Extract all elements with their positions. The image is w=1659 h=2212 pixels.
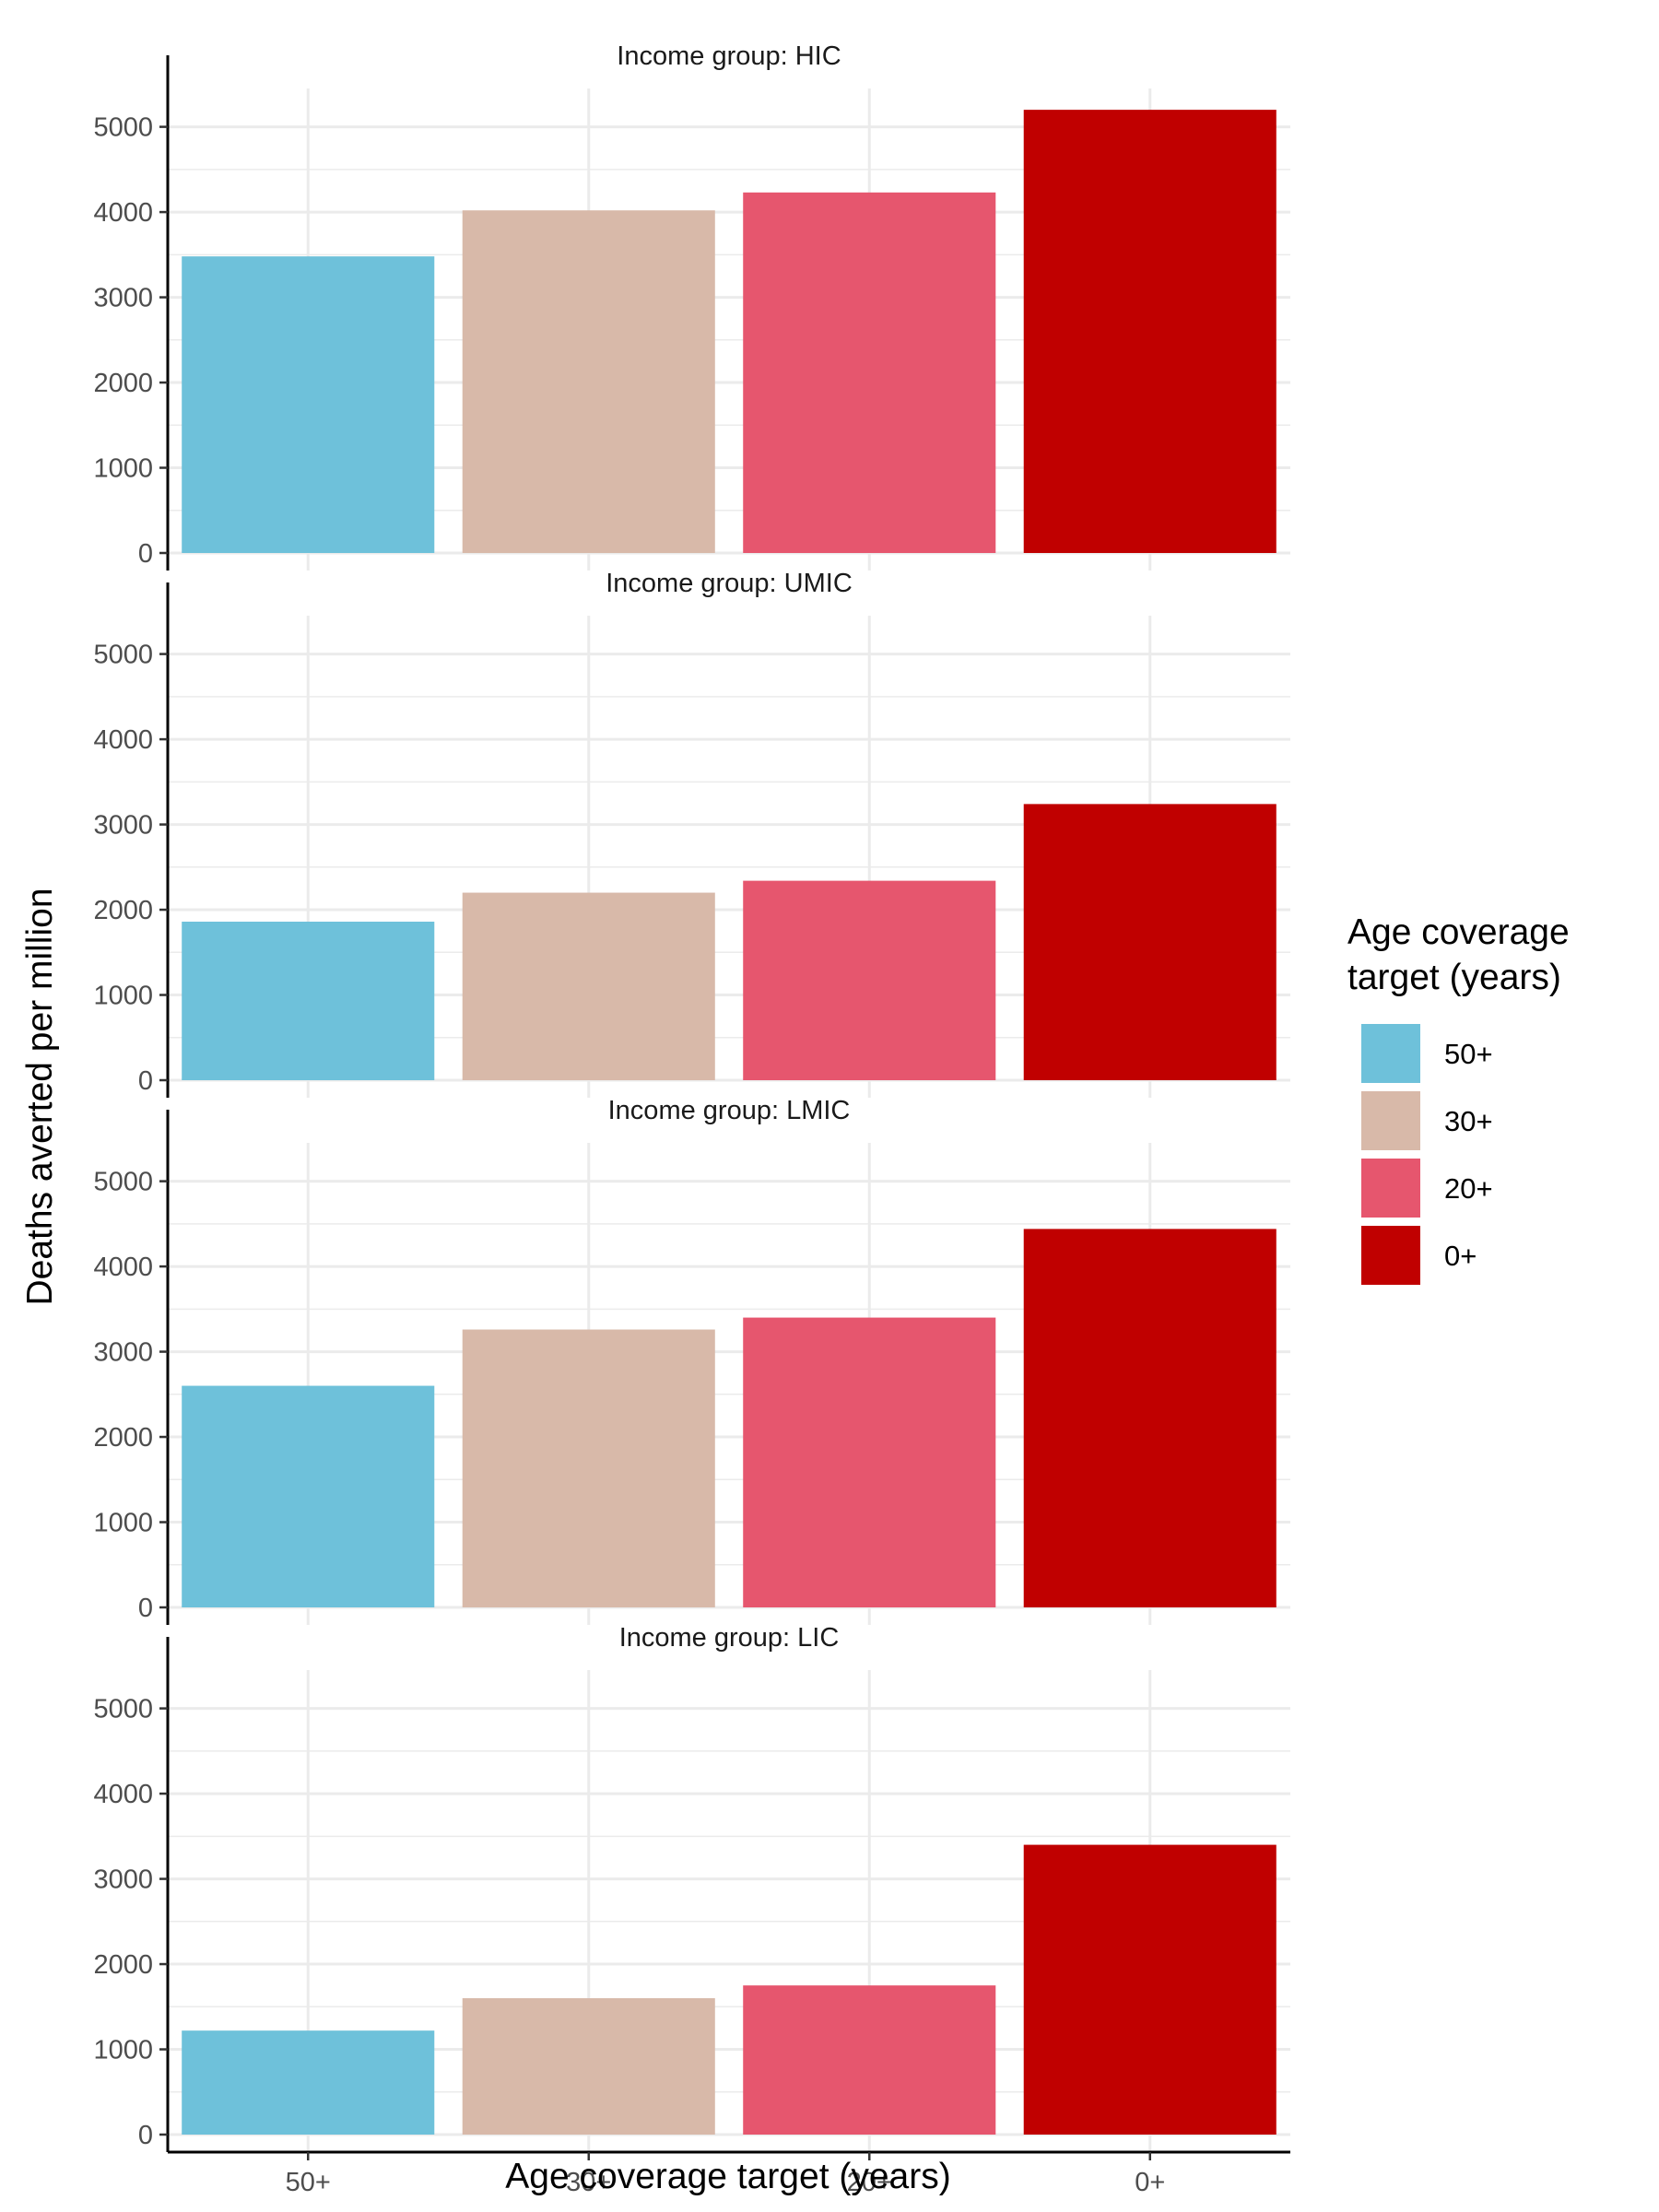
bar-20+ (743, 880, 996, 1080)
y-tick-label: 3000 (93, 1865, 153, 1895)
bar-20+ (743, 1985, 996, 2135)
x-tick-label: 30+ (566, 2168, 611, 2197)
y-tick-label: 0 (138, 539, 153, 569)
bar-50+ (182, 256, 435, 553)
x-tick-label: 50+ (286, 2168, 331, 2197)
y-tick-label: 5000 (93, 1168, 153, 1197)
bar-30+ (462, 1329, 715, 1607)
panel-title: Income group: HIC (617, 41, 841, 71)
y-tick-label: 1000 (93, 2036, 153, 2065)
panel-3: Income group: LIC 0 1000 2000 3000 4000 5000 50… (93, 1623, 1290, 2197)
panel-title: Income group: UMIC (606, 569, 853, 598)
legend-key-50+ (1361, 1024, 1420, 1083)
y-tick-label: 4000 (93, 1780, 153, 1809)
bar-20+ (743, 192, 996, 553)
legend-key-20+ (1361, 1159, 1420, 1218)
y-tick-label: 5000 (93, 641, 153, 670)
bar-30+ (462, 892, 715, 1080)
y-tick-label: 1000 (93, 982, 153, 1011)
chart-panels: Income group: HIC010002000300040005000In… (93, 41, 1290, 2197)
legend-label: 0+ (1444, 1240, 1477, 1272)
panel-2: Income group: LMIC 0 1000 2000 3000 4000 5000 (93, 1096, 1290, 1625)
y-tick-label: 1000 (93, 454, 153, 484)
legend-label: 30+ (1444, 1105, 1493, 1137)
bar-20+ (743, 1317, 996, 1607)
legend-title-line-1: Age coverage (1347, 912, 1570, 952)
y-tick-label: 3000 (93, 1338, 153, 1368)
y-tick-label: 4000 (93, 1253, 153, 1282)
legend-label: 20+ (1444, 1172, 1493, 1205)
panel-title: Income group: LIC (619, 1623, 840, 1653)
y-tick-label: 4000 (93, 198, 153, 228)
bar-0+ (1023, 1229, 1277, 1607)
legend-key-30+ (1361, 1091, 1420, 1150)
y-tick-label: 2000 (93, 896, 153, 925)
y-tick-label: 0 (138, 1594, 153, 1623)
legend-title-line-2: target (years) (1347, 958, 1561, 997)
y-tick-label: 2000 (93, 369, 153, 398)
legend-key-0+ (1361, 1226, 1420, 1285)
y-tick-label: 0 (138, 2121, 153, 2150)
y-tick-label: 5000 (93, 113, 153, 143)
panel-title: Income group: LMIC (608, 1096, 851, 1125)
y-tick-label: 4000 (93, 725, 153, 755)
y-tick-label: 2000 (93, 1950, 153, 1980)
y-tick-label: 5000 (93, 1695, 153, 1724)
bar-0+ (1023, 1844, 1277, 2135)
y-tick-label: 0 (138, 1066, 153, 1096)
bar-50+ (182, 921, 435, 1080)
y-tick-label: 2000 (93, 1423, 153, 1453)
y-tick-label: 1000 (93, 1509, 153, 1538)
x-axis-title: Age coverage target (years) (505, 2157, 950, 2196)
bar-30+ (462, 1998, 715, 2135)
bar-0+ (1023, 110, 1277, 553)
y-axis-title: Deaths averted per million (20, 888, 60, 1305)
y-tick-label: 3000 (93, 811, 153, 841)
bar-50+ (182, 1385, 435, 1607)
bar-50+ (182, 2030, 435, 2135)
bar-30+ (462, 210, 715, 554)
legend: Age coverage target (years) 50+ 30+ 20+ 0+ (1347, 912, 1570, 1285)
panel-0: Income group: HIC 0 1000 2000 3000 4000 5000 (93, 41, 1290, 571)
x-tick-label: 0+ (1135, 2168, 1165, 2197)
x-tick-label: 20+ (847, 2168, 892, 2197)
y-tick-label: 3000 (93, 284, 153, 313)
legend-label: 50+ (1444, 1038, 1493, 1070)
legend-items: 50+ 30+ 20+ 0+ (1361, 1024, 1493, 1285)
panel-1: Income group: UMIC 0 1000 2000 3000 4000 5000 (93, 569, 1290, 1098)
bar-0+ (1023, 804, 1277, 1080)
